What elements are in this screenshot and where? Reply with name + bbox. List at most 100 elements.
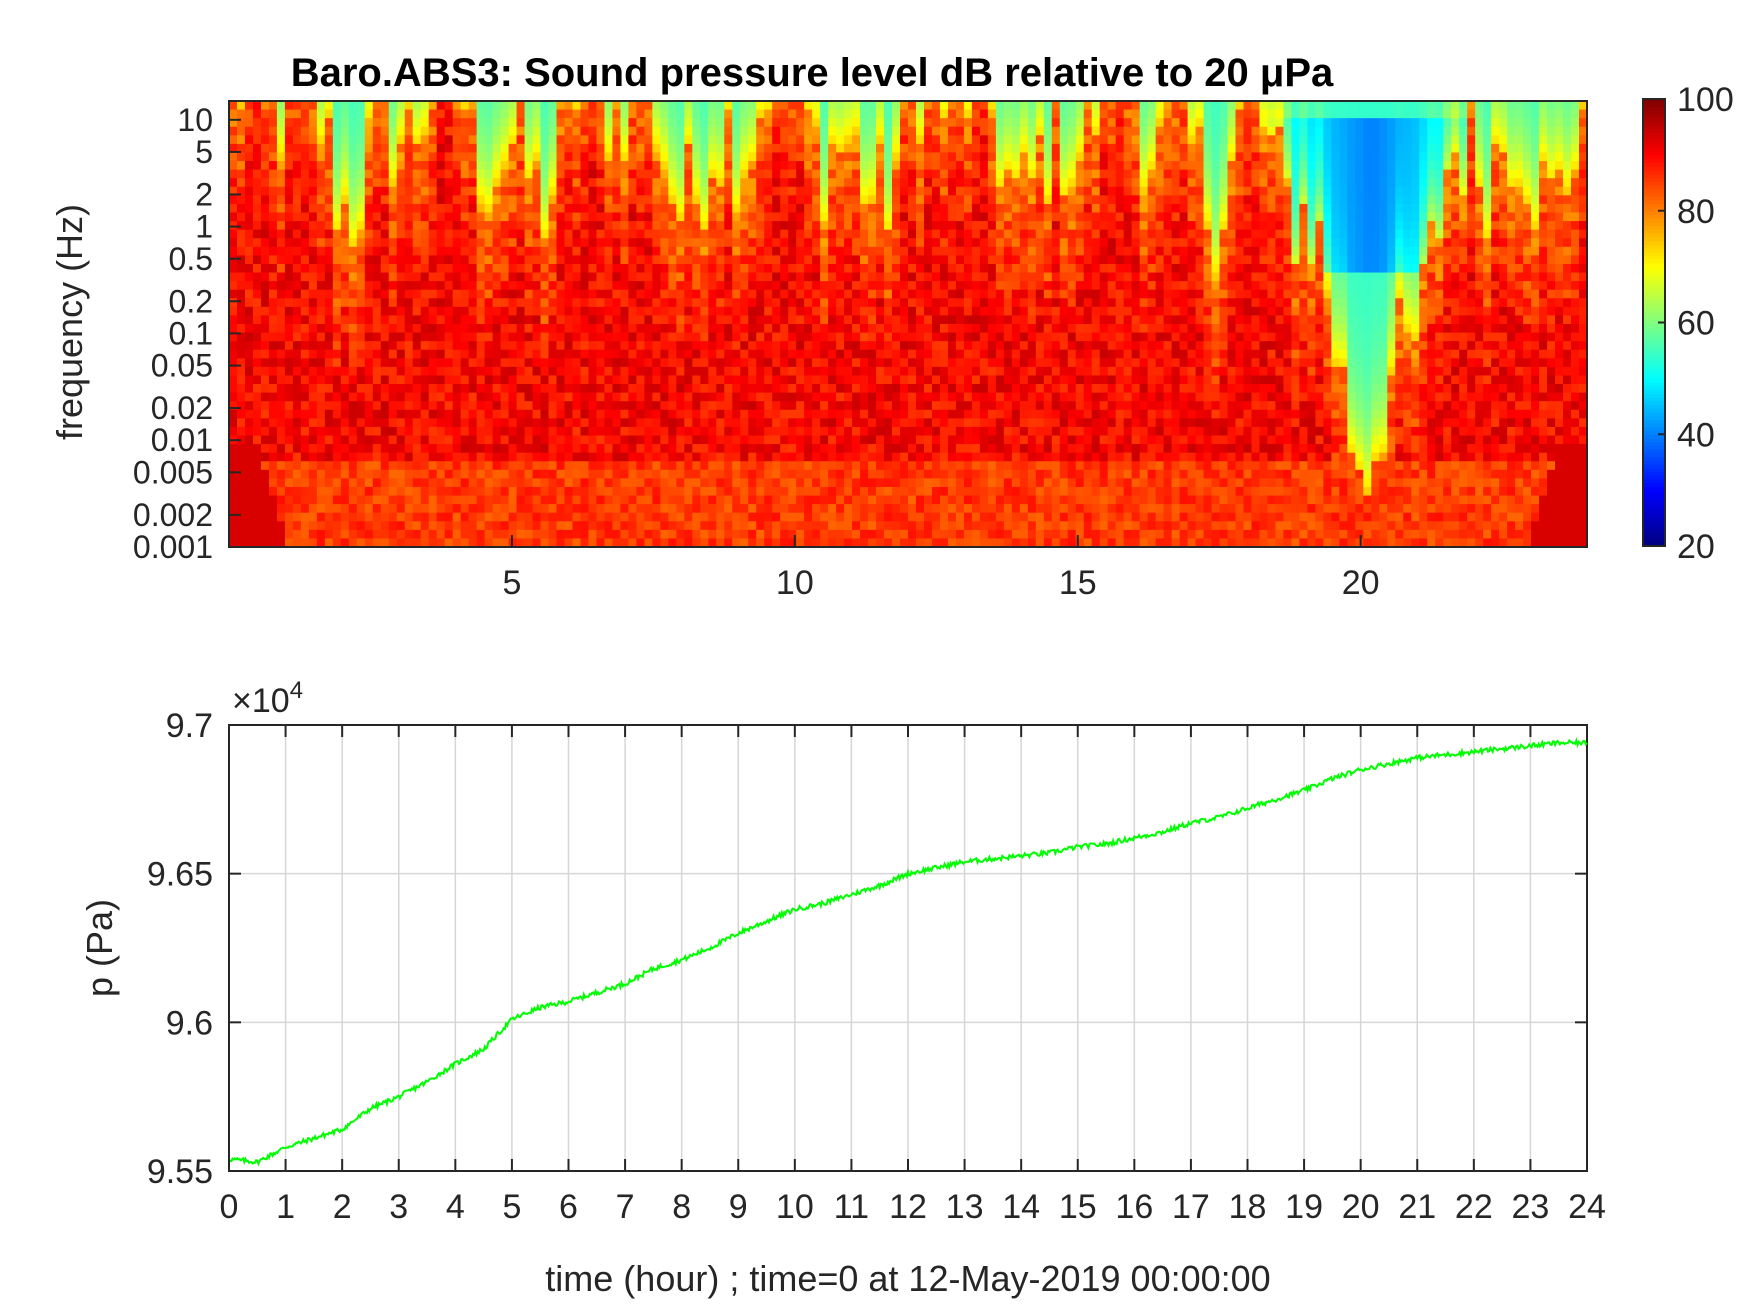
heatmap-cell (596, 478, 606, 488)
heatmap-cell (236, 281, 246, 291)
heatmap-cell (524, 212, 534, 222)
heatmap-cell (804, 281, 813, 291)
heatmap-cell (412, 272, 422, 282)
heatmap-cell (931, 255, 941, 265)
heatmap-cell (732, 478, 741, 488)
heatmap-cell (700, 186, 709, 196)
heatmap-cell (812, 435, 821, 445)
heatmap-cell (684, 135, 693, 145)
heatmap-cell (340, 512, 350, 522)
heatmap-cell (540, 504, 550, 514)
heatmap-cell (372, 375, 382, 385)
heatmap-cell (796, 126, 805, 136)
heatmap-cell (868, 169, 877, 179)
heatmap-cell (452, 126, 462, 136)
heatmap-cell (876, 418, 885, 428)
heatmap-cell (340, 452, 350, 462)
heatmap-cell (532, 101, 542, 111)
heatmap-cell (524, 221, 534, 231)
heatmap-cell (532, 298, 542, 308)
heatmap-cell (229, 426, 238, 437)
heatmap-cell (931, 324, 941, 334)
heatmap-cell (676, 143, 685, 154)
heatmap-cell (484, 392, 494, 402)
heatmap-cell (820, 263, 829, 274)
heatmap-cell (412, 495, 422, 505)
heatmap-cell (500, 195, 510, 205)
heatmap-cell (468, 246, 478, 256)
heatmap-cell (580, 401, 590, 411)
heatmap-cell (788, 135, 797, 145)
heatmap-cell (772, 401, 781, 411)
heatmap-cell (820, 529, 829, 540)
heatmap-cell (963, 392, 973, 402)
heatmap-cell (604, 461, 614, 471)
heatmap-cell (612, 452, 622, 462)
heatmap-cell (692, 384, 701, 394)
heatmap-cell (300, 478, 310, 488)
heatmap-cell (516, 263, 526, 274)
heatmap-cell (364, 161, 374, 171)
heatmap-cell (548, 101, 558, 111)
heatmap-cell (620, 298, 630, 308)
heatmap-cell (756, 135, 765, 145)
heatmap-cell (500, 349, 510, 359)
heatmap-cell (780, 143, 789, 154)
heatmap-cell (939, 452, 949, 462)
heatmap-cell (460, 392, 470, 402)
heatmap-cell (356, 289, 366, 299)
heatmap-cell (260, 512, 270, 522)
heatmap-cell (772, 203, 781, 214)
heatmap-cell (436, 358, 446, 368)
heatmap-cell (908, 169, 917, 179)
heatmap-cell (892, 409, 901, 419)
heatmap-cell (788, 203, 797, 214)
heatmap-cell (931, 298, 941, 308)
heatmap-cell (300, 169, 310, 179)
heatmap-cell (484, 529, 494, 540)
heatmap-cell (284, 486, 294, 497)
heatmap-cell (684, 289, 693, 299)
heatmap-cell (724, 435, 733, 445)
heatmap-cell (556, 418, 566, 428)
heatmap-cell (764, 375, 773, 385)
heatmap-cell (732, 375, 741, 385)
heatmap-cell (660, 135, 669, 145)
heatmap-cell (596, 152, 606, 162)
heatmap-cell (628, 538, 637, 548)
heatmap-cell (971, 409, 981, 419)
heatmap-cell (332, 366, 342, 377)
heatmap-cell (324, 212, 334, 222)
heatmap-cell (844, 109, 853, 119)
heatmap-cell (764, 392, 773, 402)
heatmap-cell (316, 512, 326, 522)
heatmap-cell (860, 169, 869, 179)
heatmap-cell (412, 512, 422, 522)
heatmap-cell (979, 238, 989, 248)
heatmap-cell (340, 186, 350, 196)
heatmap-cell (708, 452, 717, 462)
heatmap-cell (828, 486, 837, 497)
heatmap-cell (812, 358, 821, 368)
heatmap-cell (236, 504, 246, 514)
heatmap-cell (332, 169, 342, 179)
heatmap-cell (963, 229, 973, 239)
heatmap-cell (780, 418, 789, 428)
heatmap-cell (452, 538, 462, 548)
heatmap-cell (644, 221, 653, 231)
heatmap-cell (836, 478, 845, 488)
heatmap-cell (244, 143, 254, 154)
heatmap-cell (420, 178, 430, 188)
heatmap-cell (804, 135, 813, 145)
heatmap-cell (596, 418, 606, 428)
heatmap-cell (340, 409, 350, 419)
heatmap-cell (572, 281, 582, 291)
heatmap-cell (388, 495, 398, 505)
heatmap-cell (939, 109, 949, 119)
heatmap-cell (732, 186, 741, 196)
heatmap-cell (508, 212, 518, 222)
heatmap-cell (596, 255, 606, 265)
heatmap-cell (955, 161, 965, 171)
heatmap-cell (931, 358, 941, 368)
heatmap-cell (580, 461, 590, 471)
